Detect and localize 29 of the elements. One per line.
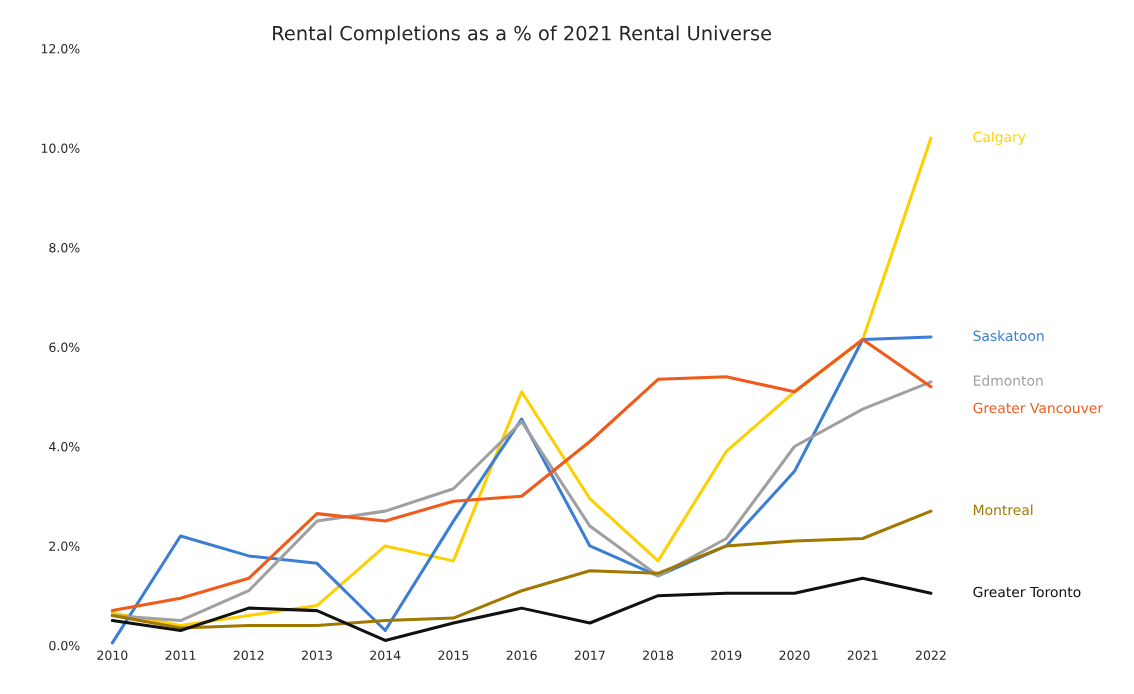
text: Montreal bbox=[973, 504, 1033, 516]
x-tick-label: 2017 bbox=[574, 650, 605, 660]
y-tick-label: 12.0% bbox=[41, 44, 80, 54]
y-tick-label: 10.0% bbox=[41, 143, 80, 153]
x-tick-label: 2010 bbox=[97, 650, 128, 660]
x-tick-label: 2016 bbox=[506, 650, 537, 660]
x-tick-label: 2020 bbox=[779, 650, 810, 660]
x-tick-label: 2021 bbox=[847, 650, 878, 660]
text: Calgary bbox=[973, 131, 1026, 145]
x-tick-label: 2013 bbox=[302, 650, 332, 660]
y-tick-label: 6.0% bbox=[49, 342, 80, 352]
x-tick-label: 2012 bbox=[233, 650, 264, 660]
y-tick-label: 2.0% bbox=[49, 541, 80, 551]
x-tick-label: 2011 bbox=[165, 650, 196, 660]
y-tick-label: 4.0% bbox=[49, 441, 80, 452]
chart-title: Rental Completions as a % of 2021 Rental Universe bbox=[273, 25, 772, 45]
x-tick-label: 2014 bbox=[370, 650, 401, 660]
line-series bbox=[110, 509, 933, 630]
text: Greater Vancouver bbox=[973, 402, 1104, 414]
y-tick-label: 8.0% bbox=[49, 243, 80, 253]
x-tick-label: 2019 bbox=[711, 650, 742, 660]
text: Greater Toronto bbox=[973, 586, 1081, 598]
x-tick-label: 2015 bbox=[438, 650, 469, 660]
text: Edmonton bbox=[973, 375, 1043, 386]
x-tick-label: 2022 bbox=[915, 650, 946, 660]
x-tick-label: 2018 bbox=[643, 650, 674, 660]
text: Saskatoon bbox=[973, 330, 1044, 342]
y-tick-label: 0.0% bbox=[49, 640, 80, 651]
line-series bbox=[110, 576, 933, 642]
